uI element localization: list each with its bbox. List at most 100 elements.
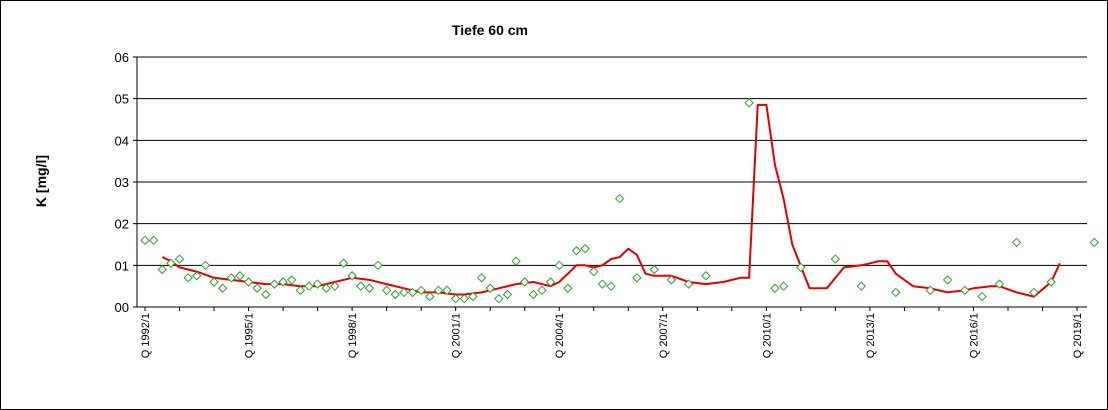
data-point bbox=[994, 279, 1005, 289]
data-point bbox=[373, 260, 383, 271]
data-point bbox=[364, 283, 375, 293]
data-point bbox=[140, 235, 150, 246]
y-tick-labels: 00 01 02 03 04 05 06 bbox=[115, 50, 129, 315]
data-point bbox=[580, 243, 590, 254]
data-point bbox=[269, 279, 280, 289]
data-point bbox=[1011, 237, 1022, 248]
y-axis-label: K [mg/l] bbox=[33, 155, 49, 207]
data-point bbox=[243, 277, 254, 287]
chart-title: Tiefe 60 cm bbox=[452, 22, 528, 38]
x-tick-label: Q 2001/1 bbox=[451, 313, 463, 358]
data-point bbox=[381, 285, 392, 296]
data-point bbox=[606, 281, 616, 291]
data-point bbox=[744, 98, 754, 108]
data-point bbox=[649, 264, 659, 275]
data-point bbox=[554, 260, 564, 271]
data-point bbox=[683, 279, 694, 289]
data-point bbox=[666, 275, 677, 285]
data-point bbox=[485, 283, 495, 293]
data-point bbox=[511, 256, 521, 266]
x-tick-label: Q 1995/1 bbox=[244, 313, 256, 358]
data-point bbox=[174, 254, 185, 264]
data-point bbox=[977, 291, 987, 302]
data-point bbox=[390, 289, 400, 300]
x-tick-label: Q 2010/1 bbox=[761, 313, 773, 358]
x-tick-label: Q 2013/1 bbox=[865, 313, 877, 358]
data-point bbox=[312, 279, 323, 289]
data-point bbox=[856, 281, 866, 291]
y-tick-label: 01 bbox=[115, 258, 129, 273]
x-tick-labels: Q 1992/1 Q 1995/1 Q 1998/1 Q 2001/1 Q 2004/1… bbox=[140, 313, 1084, 358]
data-point bbox=[545, 277, 556, 287]
data-point bbox=[632, 273, 642, 283]
data-point bbox=[1046, 277, 1056, 287]
data-point bbox=[356, 281, 366, 291]
y-tick-label: 06 bbox=[115, 50, 129, 65]
data-point bbox=[209, 277, 219, 287]
y-tick-label: 03 bbox=[115, 175, 129, 190]
x-tick-label: Q 1998/1 bbox=[347, 313, 359, 358]
data-point bbox=[330, 281, 340, 291]
x-tick-label: Q 2007/1 bbox=[658, 313, 670, 358]
data-point bbox=[476, 273, 487, 283]
data-point bbox=[442, 285, 452, 296]
data-point bbox=[571, 246, 582, 256]
data-point bbox=[407, 287, 418, 298]
data-point bbox=[770, 283, 780, 293]
trend-line bbox=[161, 103, 1061, 298]
trend-line-series bbox=[161, 103, 1061, 298]
data-point bbox=[960, 285, 970, 296]
data-point bbox=[321, 283, 331, 293]
data-point bbox=[235, 271, 245, 281]
data-point bbox=[528, 289, 539, 300]
y-tick-label: 05 bbox=[115, 92, 129, 107]
data-point bbox=[520, 277, 530, 287]
data-point bbox=[468, 291, 478, 302]
data-point bbox=[183, 273, 193, 283]
data-point bbox=[597, 279, 608, 289]
data-point bbox=[830, 254, 841, 264]
data-point bbox=[942, 275, 953, 285]
data-point bbox=[416, 285, 426, 296]
data-point bbox=[425, 291, 435, 302]
data-point bbox=[252, 283, 262, 293]
data-point bbox=[261, 289, 271, 300]
data-point bbox=[278, 277, 288, 287]
x-tick-label: Q 1992/1 bbox=[140, 313, 152, 358]
data-point bbox=[148, 235, 159, 246]
data-point bbox=[192, 271, 202, 281]
data-point bbox=[347, 271, 357, 281]
data-point bbox=[157, 264, 167, 275]
data-point bbox=[338, 258, 349, 268]
x-tick-label: Q 2004/1 bbox=[554, 313, 566, 358]
x-tick-label: Q 2019/1 bbox=[1072, 313, 1084, 358]
data-point bbox=[1089, 237, 1100, 248]
gridlines bbox=[137, 56, 1087, 266]
data-point bbox=[796, 262, 806, 273]
y-tick-label: 02 bbox=[115, 217, 129, 232]
data-point bbox=[1029, 287, 1039, 298]
data-point bbox=[589, 266, 599, 277]
data-point bbox=[287, 275, 297, 285]
x-tick-label: Q 2016/1 bbox=[968, 313, 980, 358]
data-point bbox=[537, 285, 547, 296]
data-point bbox=[494, 293, 504, 304]
data-point bbox=[433, 285, 444, 296]
measurement-series bbox=[140, 98, 1100, 304]
data-point bbox=[614, 193, 625, 204]
data-point bbox=[563, 283, 573, 293]
data-point bbox=[891, 287, 901, 298]
data-point bbox=[217, 283, 228, 293]
data-point bbox=[295, 285, 306, 296]
data-point bbox=[925, 285, 936, 296]
data-point bbox=[778, 281, 789, 291]
data-point bbox=[304, 281, 314, 291]
data-point bbox=[701, 271, 711, 281]
data-point bbox=[450, 293, 461, 304]
y-tick-label: 00 bbox=[115, 300, 129, 315]
data-point bbox=[226, 273, 237, 283]
data-point bbox=[200, 260, 211, 271]
data-point bbox=[399, 287, 409, 298]
